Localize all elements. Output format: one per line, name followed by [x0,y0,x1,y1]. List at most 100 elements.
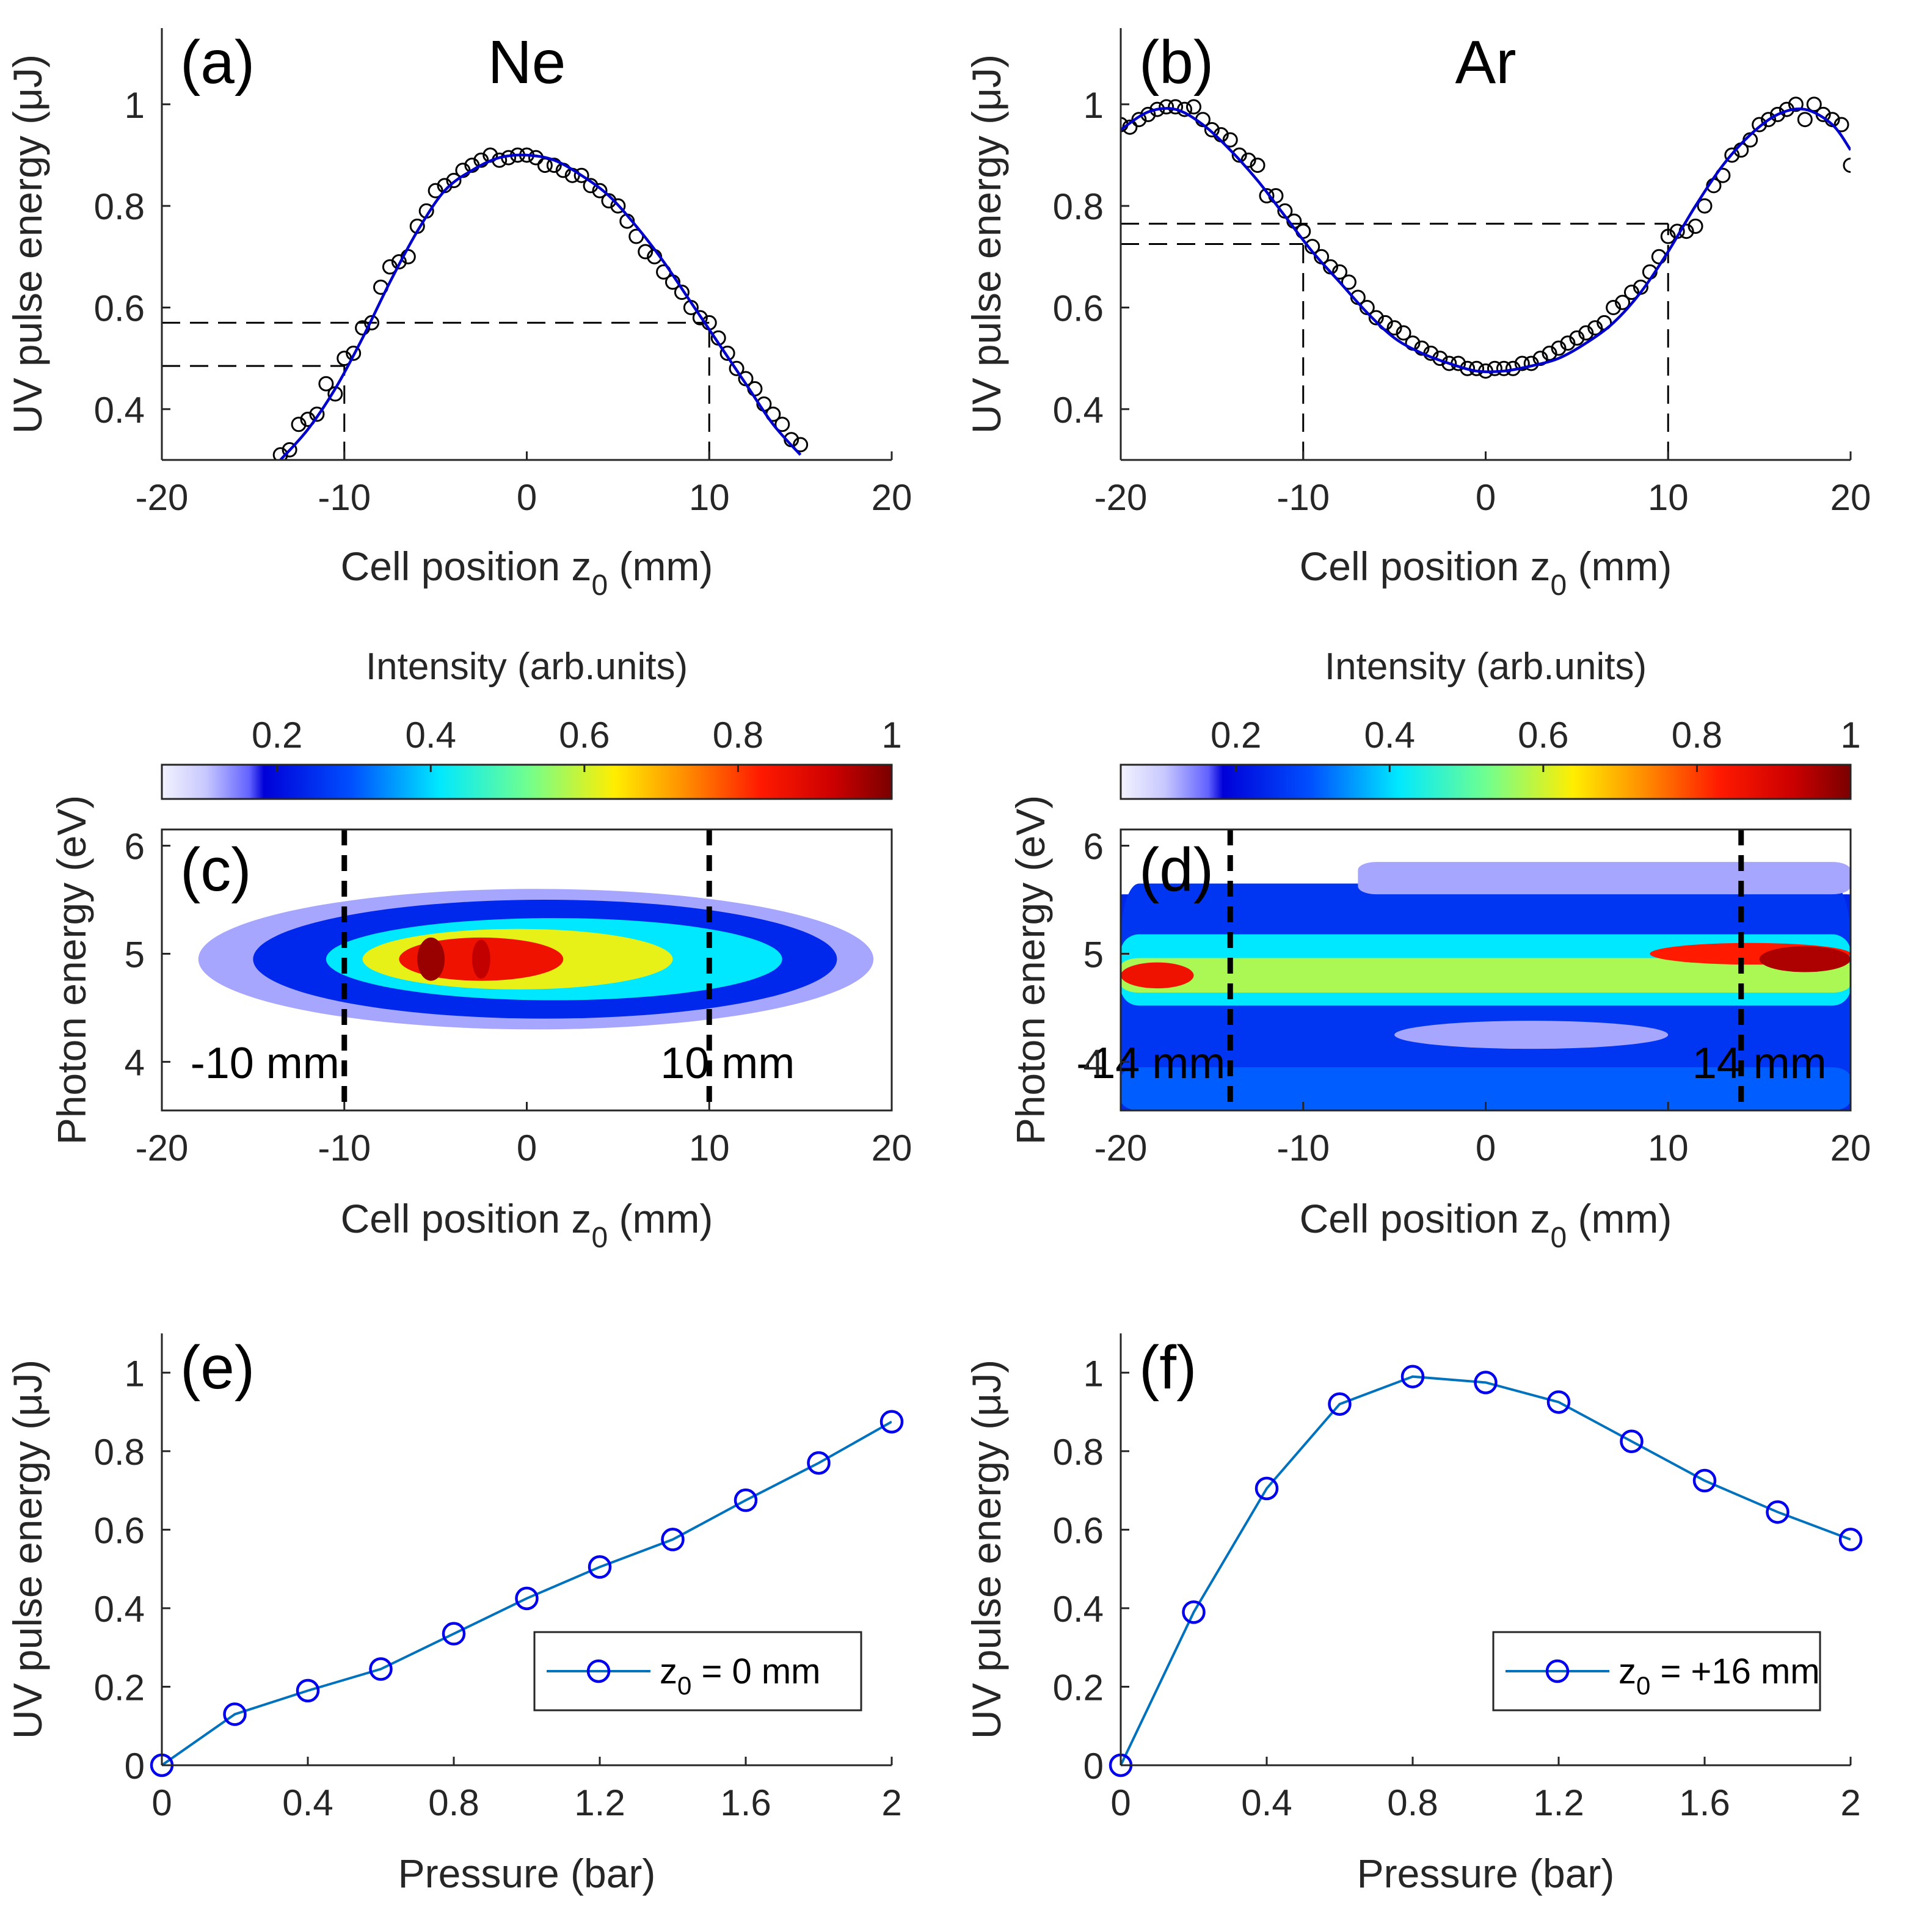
data-point [774,417,790,432]
data-point [1386,320,1402,336]
x-tick-label: 20 [872,1128,912,1168]
data-point [473,152,489,168]
colorbar-tick-label: 0.2 [252,715,302,756]
data-point [346,345,362,361]
x-tick-label: -10 [1276,477,1330,518]
colorbar-tick-label: 1 [1840,715,1860,756]
heatmap-band [1394,1021,1669,1049]
data-point [734,1488,758,1512]
y-tick-label: 1 [125,85,145,126]
data-point [442,1622,466,1646]
y-axis-label: UV pulse energy (μJ) [5,54,50,434]
heatmap-band [1121,962,1194,989]
position-annotation: -14 mm [1076,1039,1225,1088]
colorbar [161,764,893,800]
y-tick-label: 5 [1083,934,1104,975]
series-line [1121,1375,1851,1765]
data-point [1546,1390,1571,1414]
data-point [1697,198,1713,214]
x-tick-label: -10 [1276,1128,1330,1168]
panel-label: (e) [180,1333,255,1402]
data-point [1474,1371,1498,1394]
x-tick-label: 0.4 [1241,1782,1292,1823]
data-point [1240,152,1256,168]
data-point [1578,325,1594,341]
data-point [1724,147,1740,163]
y-axis-label: Photon energy (eV) [49,795,94,1145]
position-annotation: 10 mm [660,1039,795,1088]
x-tick-label: 2 [881,1782,901,1823]
data-point [807,1451,831,1475]
data-point [272,447,288,460]
x-tick-label: -20 [136,477,189,518]
x-tick-label: 20 [872,477,912,518]
panel-f: z0 = +16 mm0 0.4 0.8 1.2 1.6 200.20.40.60.81P… [964,1333,1863,1896]
data-point [1341,274,1356,290]
panel-d: -14 mm 14 mm 0.2 0.4 0.6 0.8 1 Intensity (arb.u… [1008,646,1871,1254]
legend-marker [586,1659,611,1683]
data-point [1587,320,1603,336]
colorbar-label: Intensity (arb.units) [366,646,688,688]
x-tick-label: -20 [136,1128,189,1168]
colorbar [1120,764,1852,800]
x-axis-label-sub: 0 [591,1222,608,1254]
x-axis-label: Cell position z0 (mm) [341,544,713,602]
data-point [692,310,708,326]
fit-curve [1121,107,1851,373]
y-tick-label: 1 [1083,85,1104,126]
data-point [1222,132,1238,148]
data-point [1843,158,1851,173]
colorbar-tick-label: 0.8 [713,715,763,756]
y-tick-label: 1 [125,1353,145,1394]
colorbar-tick-label: 0.6 [1518,715,1568,756]
y-tick-label: 0.6 [94,288,145,329]
data-point [674,285,690,301]
y-tick-label: 0 [1083,1746,1104,1787]
heatmap-band [1759,946,1851,972]
data-point [1131,112,1147,128]
data-point [355,320,371,336]
plot-area [1121,829,1851,1110]
panel-label: (f) [1139,1333,1196,1402]
x-tick-label: 0 [517,1128,537,1168]
data-point [282,442,297,457]
panel-title: Ar [1455,28,1517,97]
y-tick-label: 5 [125,934,145,975]
x-tick-label: 10 [1648,477,1689,518]
y-tick-label: 1 [1083,1353,1104,1394]
data-point [1624,285,1639,301]
x-axis-label: Cell position z0 (mm) [1300,1196,1672,1254]
y-tick-label: 0.4 [94,390,145,431]
x-axis-label-sub: 0 [591,569,608,602]
x-tick-label: 20 [1830,1128,1871,1168]
legend-label: z0 = +16 mm [1619,1652,1820,1700]
data-point [1328,1392,1352,1416]
x-tick-label: -10 [318,1128,371,1168]
x-tick-label: 1.6 [720,1782,771,1823]
data-point [296,1679,320,1703]
data-point [446,173,462,189]
x-axis-label-sub: 0 [1550,569,1567,602]
x-axis-label-main: Cell position z [1300,544,1551,589]
data-point [1414,340,1430,356]
data-point [1551,340,1567,356]
data-point [1788,97,1804,112]
y-tick-label: 0.4 [1053,1589,1104,1630]
data-point [1833,117,1849,133]
panel-label: (a) [180,28,255,97]
plot-area [162,829,892,1110]
y-tick-label: 4 [125,1042,145,1083]
legend-label-sub: 0 [1636,1671,1650,1700]
y-tick-label: 0.8 [1053,186,1104,227]
x-tick-label: 10 [689,477,730,518]
data-point [309,406,325,422]
legend-marker [1545,1659,1570,1683]
data-point [1560,335,1576,351]
colorbar-tick-label: 0.6 [559,715,610,756]
x-axis-label-unit: (mm) [608,544,713,589]
x-tick-label: 1.2 [574,1782,625,1823]
x-tick-label: 0 [1476,477,1496,518]
panel-label: (d) [1139,836,1214,904]
data-point [1692,1468,1717,1493]
